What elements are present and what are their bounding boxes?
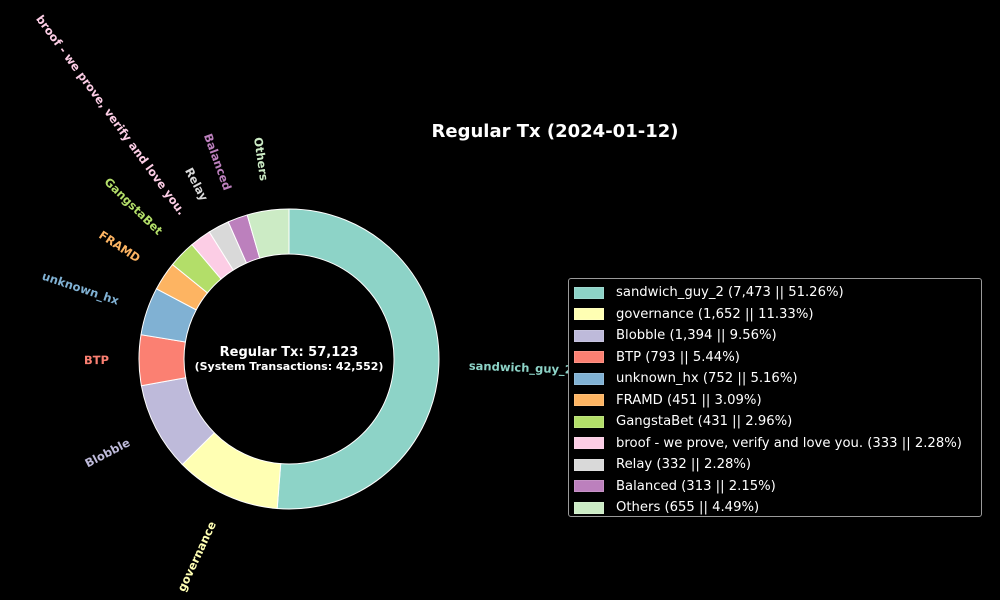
slice-label-2: Blobble [83,435,133,470]
slice-0 [276,208,440,510]
slices-group [138,208,440,510]
legend-label-3: BTP (793 || 5.44%) [616,349,740,365]
legend-item-9: Balanced (313 || 2.15%) [574,476,981,498]
legend: sandwich_guy_2 (7,473 || 51.26%) governan… [568,278,982,517]
slice-label-10: Others [251,136,271,181]
legend-label-1: governance (1,652 || 11.33%) [616,306,814,322]
legend-item-2: Blobble (1,394 || 9.56%) [574,325,981,347]
legend-item-5: FRAMD (451 || 3.09%) [574,390,981,412]
legend-item-7: broof - we prove, verify and love you. (… [574,433,981,455]
slice-label-1: governance [174,519,219,594]
legend-label-6: GangstaBet (431 || 2.96%) [616,414,793,430]
legend-label-2: Blobble (1,394 || 9.56%) [616,328,777,344]
legend-swatch-10 [574,501,604,514]
legend-label-4: unknown_hx (752 || 5.16%) [616,371,798,387]
slice-label-4: unknown_hx [40,269,121,309]
legend-swatch-1 [574,308,604,321]
legend-label-10: Others (655 || 4.49%) [616,500,760,516]
legend-swatch-3 [574,351,604,364]
center-total-label: Regular Tx: 57,123 [220,345,359,360]
legend-label-7: broof - we prove, verify and love you. (… [616,435,962,451]
center-system-label: (System Transactions: 42,552) [195,360,384,373]
legend-item-0: sandwich_guy_2 (7,473 || 51.26%) [574,282,981,304]
slice-label-8: Relay [182,165,211,203]
slice-10 [246,208,290,259]
slice-label-3: BTP [84,353,109,367]
legend-label-5: FRAMD (451 || 3.09%) [616,392,762,408]
legend-item-6: GangstaBet (431 || 2.96%) [574,411,981,433]
legend-swatch-0 [574,286,604,299]
legend-swatch-5 [574,394,604,407]
legend-swatch-7 [574,437,604,450]
legend-item-1: governance (1,652 || 11.33%) [574,304,981,326]
chart-title: Regular Tx (2024-01-12) [432,121,679,142]
legend-swatch-6 [574,415,604,428]
slice-label-5: FRAMD [96,228,143,265]
legend-swatch-4 [574,372,604,385]
legend-label-9: Balanced (313 || 2.15%) [616,478,776,494]
legend-swatch-2 [574,329,604,342]
slice-label-9: Balanced [201,132,234,192]
legend-item-4: unknown_hx (752 || 5.16%) [574,368,981,390]
legend-label-8: Relay (332 || 2.28%) [616,457,752,473]
legend-swatch-8 [574,458,604,471]
legend-item-8: Relay (332 || 2.28%) [574,454,981,476]
slice-3 [138,334,187,387]
legend-label-0: sandwich_guy_2 (7,473 || 51.26%) [616,285,844,301]
slice-label-0: sandwich_guy_2 [469,359,574,378]
legend-item-10: Others (655 || 4.49%) [574,497,981,519]
legend-swatch-9 [574,480,604,493]
legend-item-3: BTP (793 || 5.44%) [574,347,981,369]
